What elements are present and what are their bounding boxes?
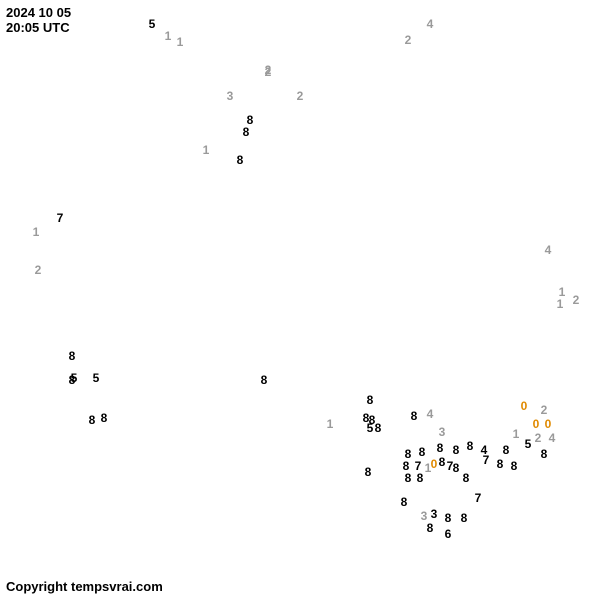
data-point: 8	[237, 153, 244, 167]
data-point: 8	[497, 457, 504, 471]
data-point: 1	[165, 29, 172, 43]
copyright: Copyright tempsvrai.com	[6, 579, 163, 594]
data-point: 8	[419, 445, 426, 459]
data-point: 8	[467, 439, 474, 453]
data-point: 8	[375, 421, 382, 435]
data-point: 8	[461, 511, 468, 525]
data-point: 8	[453, 461, 460, 475]
data-point: 8	[367, 393, 374, 407]
data-point: 7	[475, 491, 482, 505]
data-point: 8	[401, 495, 408, 509]
data-point: 8	[69, 373, 76, 387]
data-point: 2	[405, 33, 412, 47]
timestamp: 2024 10 05 20:05 UTC	[6, 6, 71, 36]
data-point: 8	[445, 511, 452, 525]
data-point: 8	[541, 447, 548, 461]
data-point: 8	[243, 125, 250, 139]
data-point: 1	[327, 417, 334, 431]
data-point: 8	[437, 441, 444, 455]
data-point: 0	[521, 399, 528, 413]
data-point: 1	[33, 225, 40, 239]
data-point: 6	[445, 527, 452, 541]
data-point: 0	[533, 417, 540, 431]
data-point: 2	[35, 263, 42, 277]
data-point: 3	[227, 89, 234, 103]
data-point: 8	[101, 411, 108, 425]
data-point: 8	[463, 471, 470, 485]
data-point: 8	[411, 409, 418, 423]
data-point: 7	[57, 211, 64, 225]
data-point: 1	[203, 143, 210, 157]
data-point: 2	[573, 293, 580, 307]
data-point: 4	[427, 407, 434, 421]
data-point: 8	[417, 471, 424, 485]
data-point: 5	[525, 437, 532, 451]
timestamp-date: 2024 10 05	[6, 5, 71, 20]
data-point: 1	[177, 35, 184, 49]
data-point: 4	[549, 431, 556, 445]
data-point: 2	[541, 403, 548, 417]
timestamp-time: 20:05 UTC	[6, 20, 70, 35]
data-point: 7	[483, 453, 490, 467]
data-point: 5	[93, 371, 100, 385]
data-point: 1	[513, 427, 520, 441]
scatter-map: 2024 10 05 20:05 UTC 5411222328818714212…	[0, 0, 600, 600]
data-point: 8	[453, 443, 460, 457]
data-point: 8	[503, 443, 510, 457]
data-point: 2	[535, 431, 542, 445]
data-point: 3	[439, 425, 446, 439]
data-point: 8	[427, 521, 434, 535]
data-point: 0	[431, 457, 438, 471]
data-point: 4	[545, 243, 552, 257]
data-point: 1	[557, 297, 564, 311]
data-point: 8	[261, 373, 268, 387]
data-point: 8	[69, 349, 76, 363]
data-point: 8	[511, 459, 518, 473]
data-point: 2	[297, 89, 304, 103]
data-point: 5	[367, 421, 374, 435]
data-point: 8	[365, 465, 372, 479]
data-point: 2	[265, 65, 272, 79]
data-point: 8	[439, 455, 446, 469]
data-point: 0	[545, 417, 552, 431]
data-point: 8	[89, 413, 96, 427]
data-point: 4	[427, 17, 434, 31]
data-point: 8	[405, 471, 412, 485]
data-point: 3	[431, 507, 438, 521]
data-point: 5	[149, 17, 156, 31]
